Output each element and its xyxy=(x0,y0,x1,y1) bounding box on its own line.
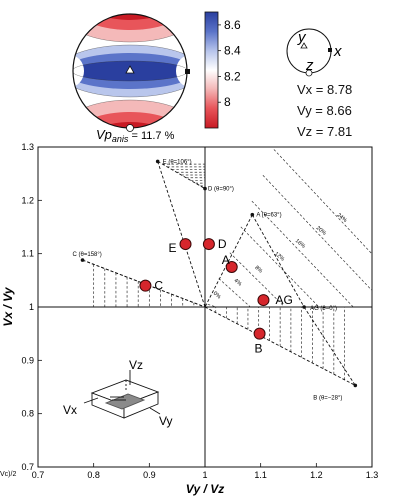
x-tick-label: 0.8 xyxy=(87,470,100,480)
ref-point-label: E (θ=106°) xyxy=(163,159,192,165)
box-label-vx: Vx xyxy=(63,403,77,417)
colorbar-tick-label: 8.2 xyxy=(224,69,241,83)
percent-label: 12% xyxy=(273,251,285,263)
x-tick-label: 0.7 xyxy=(32,470,45,480)
velocity-vz: Vz = 7.81 xyxy=(297,124,353,139)
ref-point-label: C (θ=158°) xyxy=(73,252,102,258)
sample-point xyxy=(202,238,215,251)
percent-label: 16% xyxy=(294,238,306,250)
axis-label-x: x xyxy=(333,43,342,60)
boundary-a xyxy=(204,214,253,308)
percent-label: 8% xyxy=(253,265,263,275)
y-tick-label: 0.9 xyxy=(21,355,34,365)
sample-point xyxy=(179,238,192,251)
y-tick-label: 0.7 xyxy=(21,462,34,472)
sample-label: C xyxy=(154,279,163,293)
axes-icon: y x z xyxy=(286,28,342,77)
contour-line xyxy=(229,252,285,308)
max-triangle-marker xyxy=(125,65,135,74)
ref-point xyxy=(155,159,160,164)
colorbar: 8.6 8.4 8.2 8 xyxy=(204,11,241,129)
sample-point xyxy=(253,327,266,340)
x-tick-label: 1.1 xyxy=(254,470,267,480)
sample-label: D xyxy=(218,237,227,251)
max-square-marker xyxy=(185,69,190,74)
y-tick-label: 1 xyxy=(29,302,34,312)
ref-point-label: D (θ=90°) xyxy=(208,187,234,193)
caption-value: = 11.7 % xyxy=(128,130,174,142)
ref-point-label: A (θ=63°) xyxy=(256,213,281,219)
ref-point-label: AG (θ=0°) xyxy=(310,306,337,312)
colorbar-gradient xyxy=(204,11,219,129)
corner-label: Vc)/2 xyxy=(0,471,16,478)
box-label-vz: Vz xyxy=(129,358,143,372)
axis-label-z: z xyxy=(305,57,314,74)
sample-point xyxy=(225,261,238,273)
y-tick-label: 1.3 xyxy=(21,142,34,152)
sample-point xyxy=(257,294,270,307)
y-tick-label: 1.1 xyxy=(21,249,34,259)
ratio-plot: 0.7 0.8 0.9 1 1.1 1.2 1.3 0.7 0.8 0.9 1 1.1 1.2 1.3 2… xyxy=(0,142,379,496)
ref-point xyxy=(203,186,207,191)
min-circle-marker xyxy=(126,124,134,132)
colorbar-tick-label: 8.6 xyxy=(224,18,241,32)
velocity-vy: Vy = 8.66 xyxy=(297,103,352,118)
sample-label: B xyxy=(255,342,263,356)
x-tick-label: 1 xyxy=(202,470,207,480)
contour-line xyxy=(240,226,320,308)
contour-line xyxy=(251,200,354,308)
x-tick-label: 0.9 xyxy=(143,470,156,480)
ref-point-label: B (θ=−28°) xyxy=(313,395,342,401)
x-tick-label: 1.2 xyxy=(310,470,323,480)
ref-point xyxy=(80,258,85,262)
sample-point xyxy=(139,279,152,292)
axis-label-y: y xyxy=(297,29,307,46)
y-axis-label: Vx / Vy xyxy=(1,286,15,326)
boundary-ag-b xyxy=(303,306,356,386)
ref-point xyxy=(353,383,358,388)
boundary-e-d xyxy=(157,161,206,189)
caption-sub: anis xyxy=(112,134,129,144)
axis-circle-icon xyxy=(305,69,313,77)
colorbar-tick-label: 8.4 xyxy=(224,44,241,58)
contour-line xyxy=(207,303,217,308)
anisotropy-caption: Vpanis = 11.7 % xyxy=(96,127,175,144)
y-tick-label: 1.2 xyxy=(21,195,34,205)
sample-label: AG xyxy=(275,293,292,307)
velocity-list: Vx = 8.78 Vy = 8.66 Vz = 7.81 xyxy=(297,79,352,142)
percent-label: 4% xyxy=(233,278,243,288)
y-tick-label: 0.8 xyxy=(21,409,34,419)
box-icon xyxy=(83,370,161,419)
stereonet xyxy=(72,13,190,132)
percent-label: 0% xyxy=(212,291,222,301)
contour-line xyxy=(262,175,372,292)
box-label-vy: Vy xyxy=(159,414,173,428)
contour-line xyxy=(273,149,372,255)
percent-label: 24% xyxy=(336,212,348,224)
caption-vp: Vp xyxy=(96,127,112,142)
sample-label: A xyxy=(222,253,230,267)
sample-label: E xyxy=(169,241,177,255)
x-tick-label: 1.3 xyxy=(366,470,379,480)
boundary-a-ag xyxy=(251,214,305,308)
colorbar-tick-label: 8 xyxy=(224,95,231,109)
velocity-vx: Vx = 8.78 xyxy=(297,82,353,97)
boundary-e xyxy=(157,161,206,308)
percent-label: 20% xyxy=(315,225,327,237)
axis-square-icon xyxy=(328,48,332,52)
x-axis-label: Vy / Vz xyxy=(186,482,224,496)
boundary-b xyxy=(204,306,356,386)
ref-point xyxy=(302,305,306,309)
axis-triangle-icon xyxy=(300,42,308,49)
ref-point xyxy=(250,212,255,217)
